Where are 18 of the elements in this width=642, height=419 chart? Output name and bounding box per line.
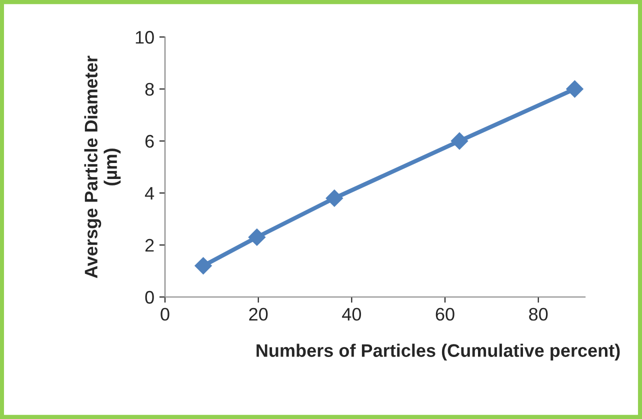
point: [248, 228, 266, 246]
x-axis-title: Numbers of Particles (Cumulative percent): [256, 344, 620, 361]
x-tick-label: 0: [160, 308, 170, 321]
y-tick-label: 2: [145, 238, 154, 252]
y-tick-label: 0: [145, 290, 154, 304]
x-tick-label: 20: [249, 308, 268, 321]
x-tick-label: 80: [529, 308, 548, 321]
point: [566, 80, 584, 98]
y-tick-label: 8: [145, 82, 154, 96]
y-tick-label: 10: [136, 30, 154, 44]
y-tick-label: 6: [145, 134, 154, 148]
point: [450, 132, 468, 150]
point: [326, 190, 343, 207]
x-tick-label: 40: [342, 308, 362, 321]
point: [194, 257, 212, 274]
y-axis-title: Aversge Particle Diameter (µm): [84, 56, 121, 278]
y-tick-label: 4: [144, 187, 154, 200]
x-tick-label: 60: [436, 308, 454, 321]
